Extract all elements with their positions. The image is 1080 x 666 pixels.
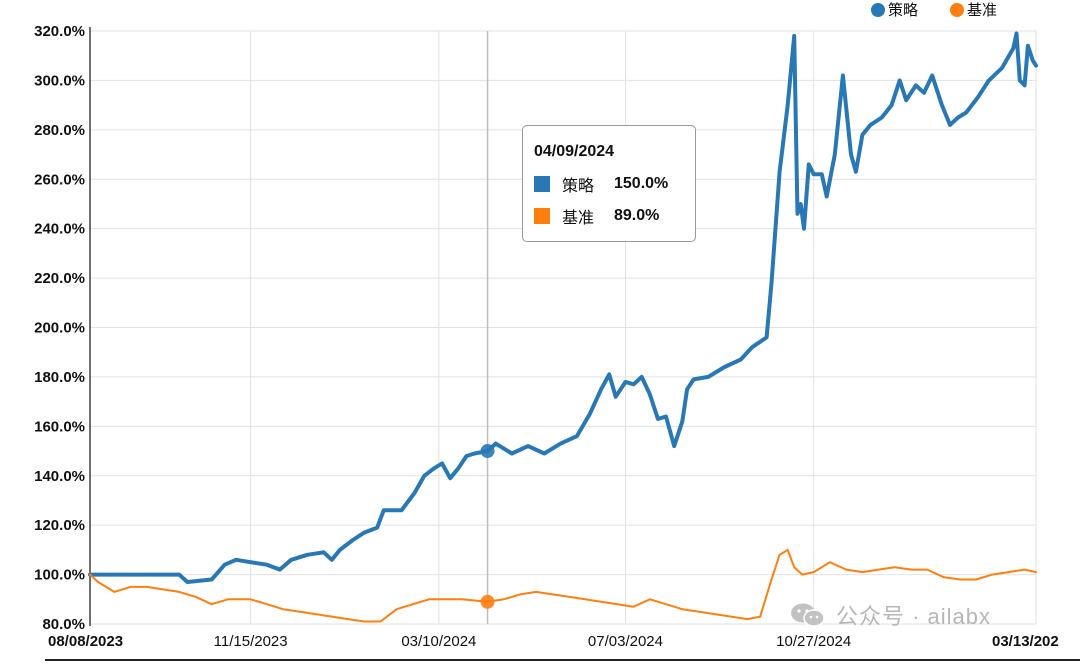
- tooltip-swatch-benchmark: [534, 208, 550, 224]
- tooltip-row-benchmark: 基准 89.0%: [534, 206, 660, 227]
- legend-marker-strategy[interactable]: [871, 3, 885, 17]
- axes: 80.0% 100.0% 120.0% 140.0% 160.0% 180.0% 200.0…: [34, 23, 1080, 661]
- tooltip-date: 04/09/2024: [534, 143, 615, 160]
- x-tick-label: 03/10/2024: [401, 633, 476, 650]
- series-line-strategy: [88, 31, 1038, 584]
- watermark: 公众号 · ailabx: [790, 600, 991, 630]
- legend: 策略 基准: [871, 2, 997, 19]
- hover-marker-strategy: [480, 444, 495, 459]
- tooltip-value-strategy: 150.0%: [614, 175, 669, 192]
- legend-label-strategy[interactable]: 策略: [888, 2, 918, 19]
- legend-marker-benchmark[interactable]: [950, 3, 964, 17]
- legend-label-benchmark[interactable]: 基准: [967, 2, 997, 19]
- y-tick-label: 160.0%: [34, 418, 85, 435]
- wechat-icon: [791, 603, 825, 627]
- tooltip-value-benchmark: 89.0%: [614, 207, 660, 224]
- y-tick-label: 220.0%: [34, 270, 85, 287]
- y-tick-label: 280.0%: [34, 122, 85, 139]
- y-tick-label: 200.0%: [34, 320, 85, 337]
- x-tick-label: 03/13/202: [992, 633, 1059, 650]
- y-tick-label: 80.0%: [42, 616, 85, 633]
- y-tick-label: 300.0%: [34, 72, 85, 89]
- y-tick-label: 140.0%: [34, 468, 85, 485]
- tooltip: 04/09/2024 策略 150.0% 基准 89.0%: [522, 125, 696, 242]
- x-tick-label: 08/08/2023: [48, 633, 123, 650]
- y-tick-label: 100.0%: [34, 567, 85, 584]
- x-tick-label: 07/03/2024: [588, 633, 663, 650]
- tooltip-name-benchmark: 基准: [562, 210, 595, 227]
- tooltip-name-strategy: 策略: [562, 178, 595, 195]
- grid-lines: [90, 30, 1037, 625]
- tooltip-swatch-strategy: [534, 176, 550, 192]
- watermark-text: 公众号 · ailabx: [836, 604, 992, 629]
- series-line-benchmark: [89, 548, 1037, 623]
- y-tick-label: 120.0%: [34, 517, 85, 534]
- y-tick-label: 320.0%: [34, 23, 85, 40]
- tooltip-row-strategy: 策略 150.0%: [534, 174, 669, 195]
- x-tick-label: 11/15/2023: [214, 633, 288, 650]
- y-tick-label: 240.0%: [34, 221, 85, 238]
- y-tick-label: 260.0%: [34, 171, 85, 188]
- hover-marker-benchmark: [480, 594, 495, 609]
- y-tick-label: 180.0%: [34, 369, 85, 386]
- x-tick-label: 10/27/2024: [776, 633, 851, 650]
- series-lines: [88, 31, 1038, 623]
